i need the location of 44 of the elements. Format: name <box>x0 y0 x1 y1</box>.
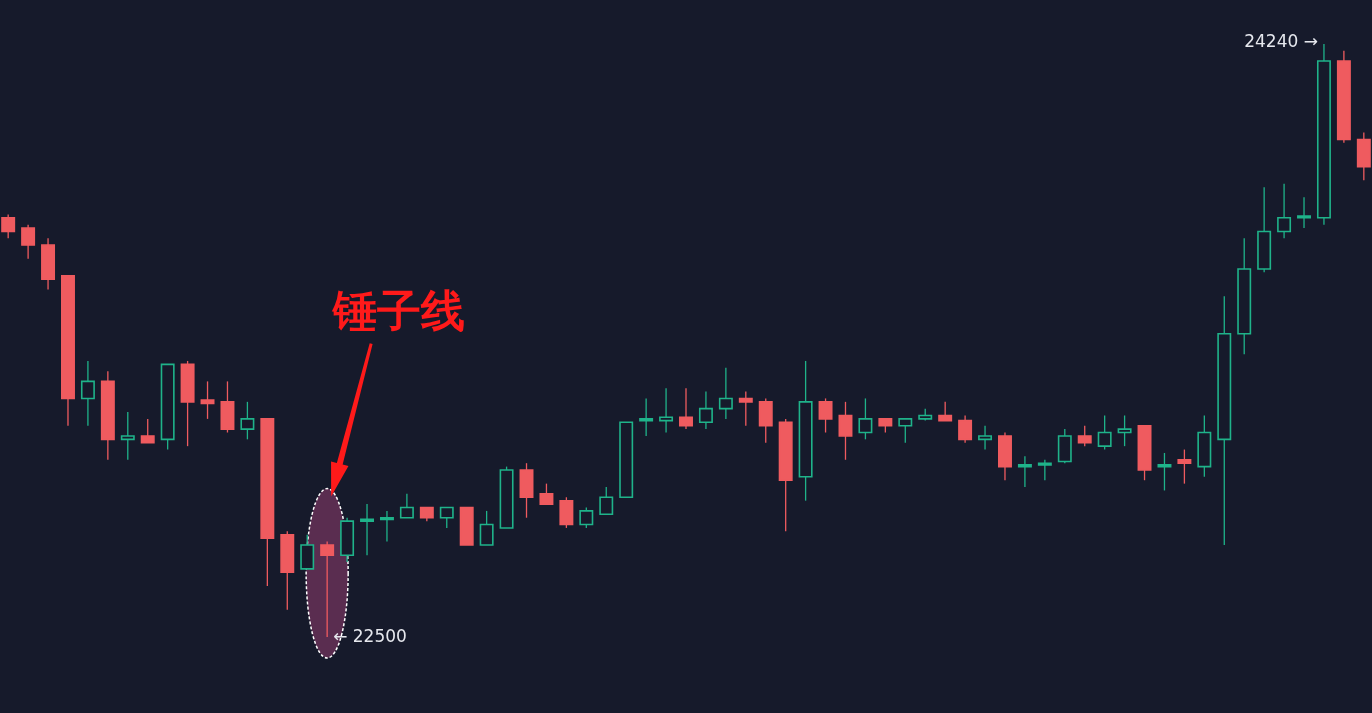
candlestick <box>659 387 674 434</box>
candlestick <box>439 506 454 529</box>
candlestick <box>1177 448 1192 485</box>
candlestick <box>399 493 414 519</box>
candlestick <box>978 425 993 451</box>
candlestick <box>698 390 713 430</box>
candlestick <box>1097 414 1112 451</box>
candlestick <box>1157 452 1172 492</box>
candlestick <box>1017 455 1032 488</box>
candlestick <box>818 397 833 434</box>
candlestick <box>140 418 155 444</box>
annotation: 24240 → <box>1244 31 1318 51</box>
candlestick <box>718 367 733 420</box>
candlestick <box>858 397 873 440</box>
candlestick <box>360 503 374 556</box>
candlestick <box>1077 425 1092 447</box>
candlestick <box>21 223 36 260</box>
candlestick <box>539 482 554 505</box>
annotation: 锤子线 <box>331 284 466 336</box>
candlestick <box>579 506 594 529</box>
candlestick <box>120 411 135 461</box>
candlestick <box>559 496 574 529</box>
candlestick <box>639 397 654 437</box>
candlestick <box>758 397 773 444</box>
candlestick <box>738 390 753 427</box>
candlestick <box>240 401 255 440</box>
candlestick <box>300 534 315 570</box>
candlestick <box>1297 196 1311 229</box>
candlestick <box>1 213 16 239</box>
candlestick <box>1037 459 1052 481</box>
candlestick <box>320 540 335 638</box>
candlestick <box>958 414 973 444</box>
candlestick <box>379 510 394 543</box>
candlestick <box>599 486 614 516</box>
candlestick <box>479 510 494 546</box>
candlestick <box>1277 183 1292 239</box>
candlestick <box>838 401 853 461</box>
candlestick <box>1117 414 1132 447</box>
annotation: ← 22500 <box>333 626 407 646</box>
candlestick <box>679 387 693 430</box>
candlestick <box>898 418 913 444</box>
candlestick <box>200 380 215 420</box>
candlestick <box>80 360 95 427</box>
candlestick <box>938 401 953 422</box>
